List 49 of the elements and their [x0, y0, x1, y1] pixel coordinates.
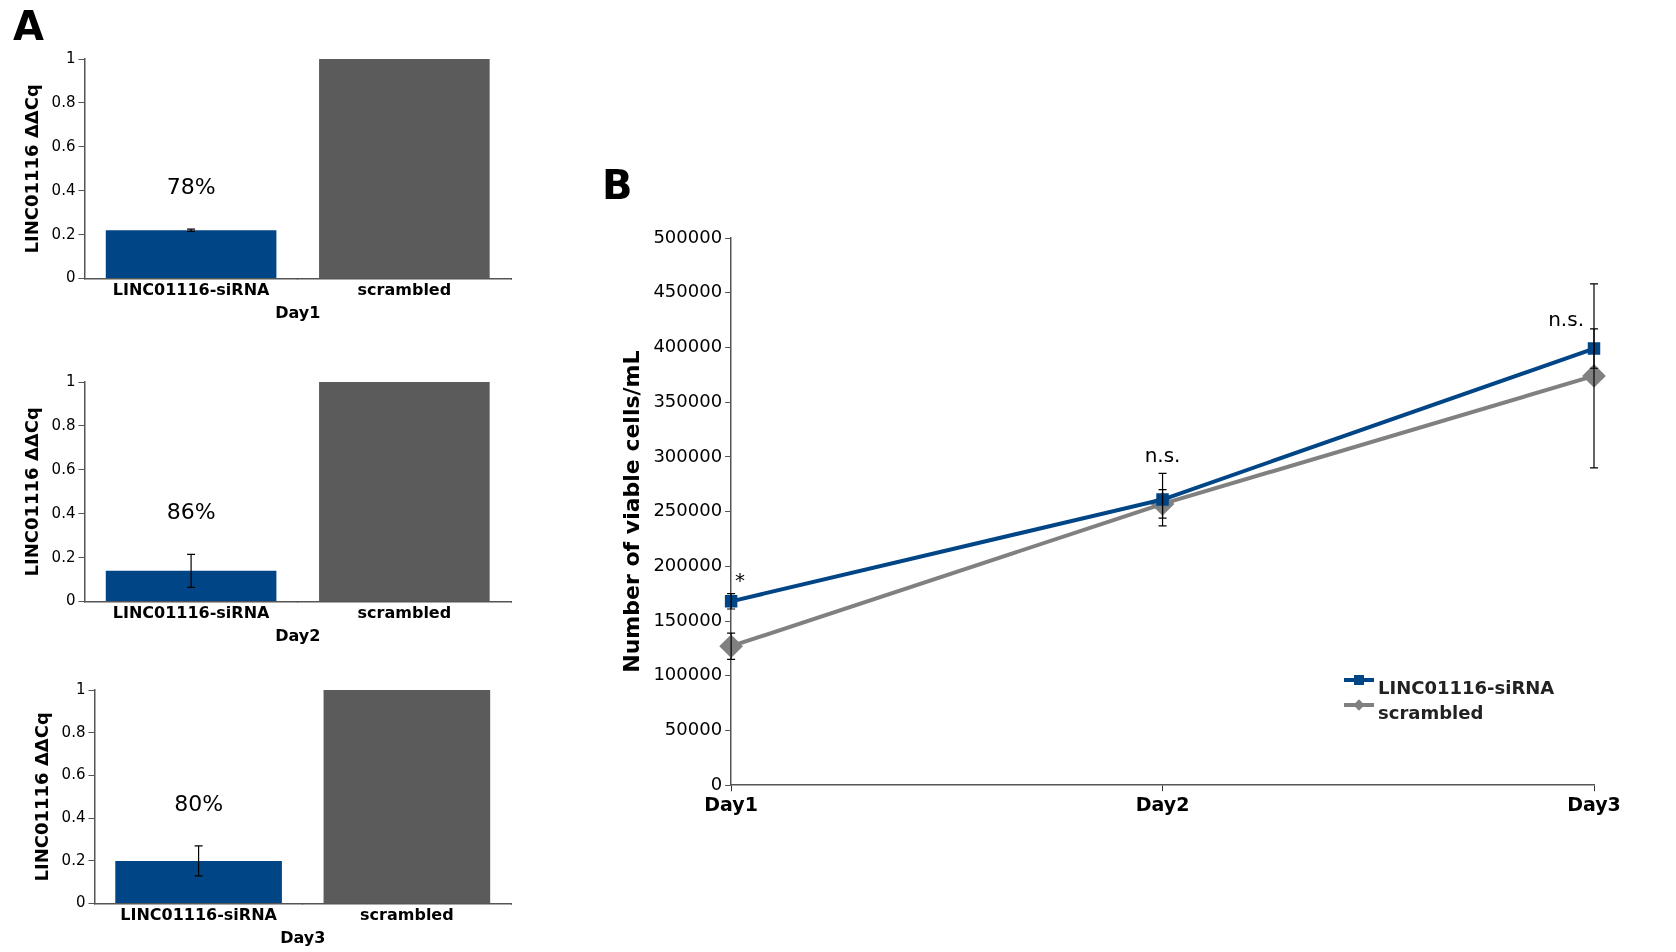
y-axis-title: LINC01116 ΔΔCq	[21, 407, 43, 577]
y-tick-label: 100000	[653, 663, 723, 685]
chart-title: B	[602, 162, 633, 208]
annotation: n.s.	[1548, 306, 1584, 331]
y-tick-label: 0.2	[51, 224, 76, 243]
y-tick-label: 0.2	[51, 547, 76, 566]
annotation: 78%	[166, 173, 216, 199]
y-tick-label: 1	[65, 371, 76, 390]
y-tick-label: 0.6	[51, 459, 76, 478]
legend-label: LINC01116-siRNA	[1378, 677, 1555, 699]
annotation: 86%	[166, 499, 216, 525]
annotation: n.s.	[1144, 443, 1181, 468]
y-tick-label: 1	[65, 48, 76, 67]
y-tick-label: 0	[65, 268, 76, 287]
y-tick-label: 350000	[653, 389, 723, 411]
annotation: 80%	[174, 790, 224, 816]
x-axis-title: Day2	[275, 625, 321, 645]
y-tick-label: 50000	[664, 718, 723, 740]
y-tick-label: 500000	[653, 225, 723, 247]
chart-title: A	[13, 3, 44, 49]
y-tick-label: 0.8	[51, 415, 76, 434]
y-tick-label: 0.6	[51, 136, 76, 155]
y-tick-label: 1	[75, 679, 86, 698]
y-tick-label: 0.4	[51, 180, 76, 199]
y-axis-title: LINC01116 ΔΔCq	[31, 712, 53, 882]
x-axis-title: Day3	[280, 927, 326, 947]
y-tick-label: 0	[75, 893, 86, 912]
y-axis-title: Number of viable cells/mL	[618, 350, 644, 673]
y-tick-label: 400000	[653, 335, 723, 357]
y-tick-label: 450000	[653, 280, 723, 302]
y-tick-label: 0.4	[61, 808, 86, 827]
y-tick-label: 0.4	[51, 503, 76, 522]
y-tick-label: 250000	[653, 499, 723, 521]
y-tick-label: 0.8	[61, 722, 86, 741]
y-tick-label: 0.6	[61, 765, 86, 784]
y-tick-label: 0.8	[51, 92, 76, 111]
y-tick-label: 150000	[653, 608, 723, 630]
y-tick-label: 300000	[653, 444, 723, 466]
x-tick-label: Day1	[704, 792, 758, 815]
legend-label: scrambled	[1378, 702, 1484, 724]
y-tick-label: 0.2	[61, 850, 86, 869]
y-tick-label: 0	[65, 591, 76, 610]
y-tick-label: 200000	[653, 553, 723, 575]
x-tick-label: Day3	[1567, 792, 1621, 815]
y-axis-title: LINC01116 ΔΔCq	[21, 84, 43, 254]
x-axis-title: Day1	[275, 302, 321, 322]
x-tick-label: Day2	[1135, 792, 1190, 815]
y-tick-label: 0	[710, 772, 723, 794]
annotation: *	[735, 567, 746, 592]
